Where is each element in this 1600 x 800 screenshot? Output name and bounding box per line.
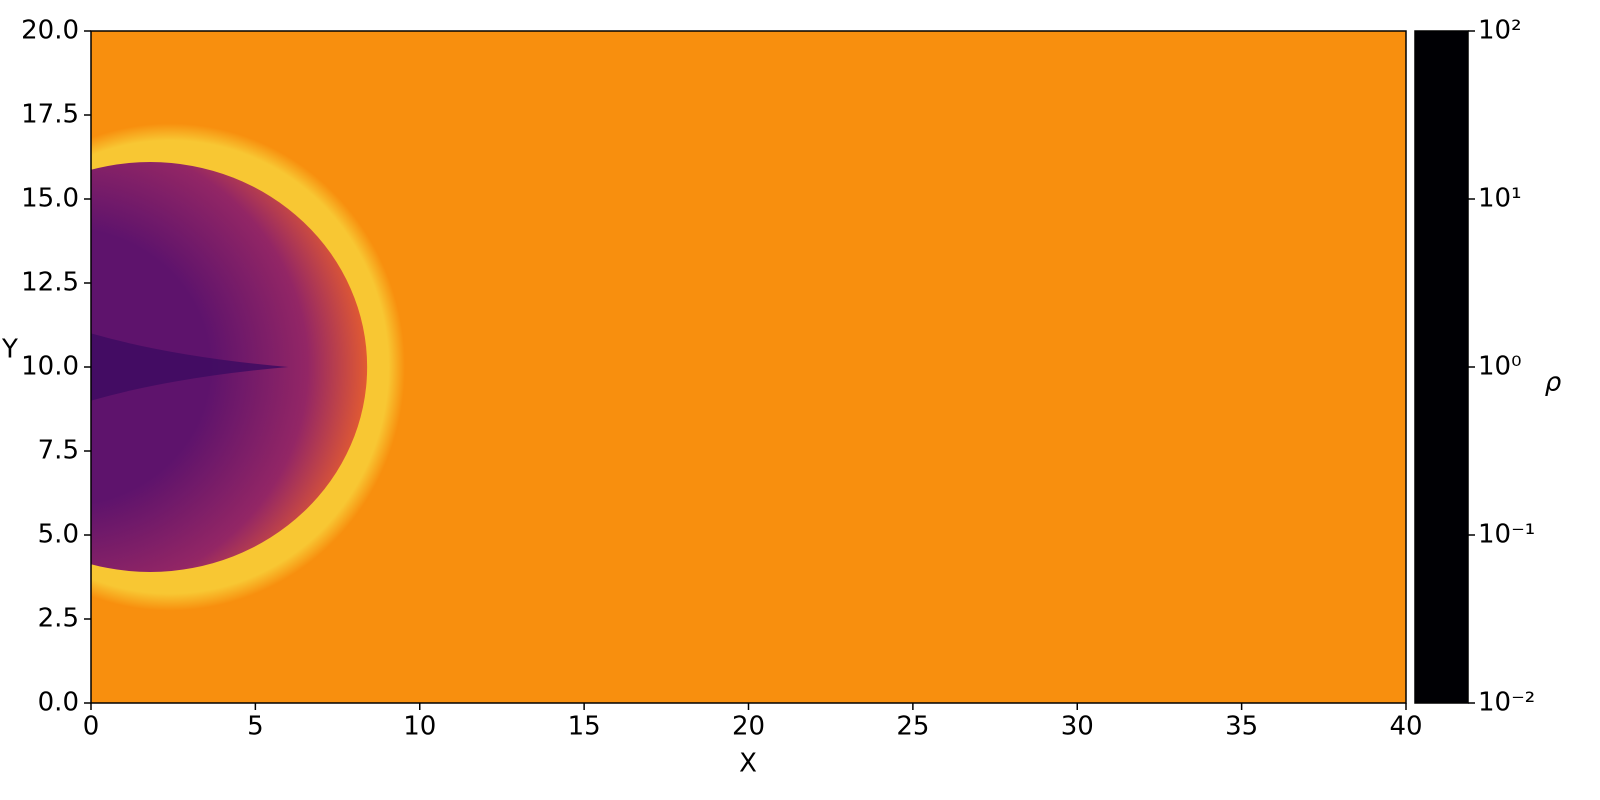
y-tick-label: 12.5 <box>21 268 79 298</box>
y-tick-label: 15.0 <box>21 184 79 214</box>
y-axis-label: Y <box>1 335 18 365</box>
y-tick-label: 17.5 <box>21 100 79 130</box>
x-axis-label: X <box>739 749 757 779</box>
density-field <box>91 31 1406 703</box>
jet-region <box>91 333 289 401</box>
x-tick-label: 10 <box>403 712 436 742</box>
colorbar-tick-label: 10² <box>1478 16 1522 46</box>
colorbar-tick-label: 10⁻² <box>1478 688 1535 718</box>
x-tick-label: 0 <box>83 712 100 742</box>
colorbar-label: ρ <box>1545 368 1562 398</box>
y-tick-label: 2.5 <box>38 604 79 634</box>
y-tick-label: 7.5 <box>38 436 79 466</box>
x-tick-label: 15 <box>568 712 601 742</box>
x-tick-label: 35 <box>1225 712 1258 742</box>
y-tick-label: 0.0 <box>38 688 79 718</box>
y-tick-label: 20.0 <box>21 16 79 46</box>
colorbar <box>1414 30 1469 704</box>
x-tick-label: 5 <box>247 712 264 742</box>
colorbar-tick-label: 10⁻¹ <box>1478 520 1535 550</box>
x-tick-label: 20 <box>732 712 765 742</box>
y-tick-label: 10.0 <box>21 352 79 382</box>
colorbar-tick-label: 10⁰ <box>1478 352 1522 382</box>
y-tick-label: 5.0 <box>38 520 79 550</box>
x-tick-label: 40 <box>1389 712 1422 742</box>
x-tick-label: 30 <box>1061 712 1094 742</box>
x-tick-label: 25 <box>896 712 929 742</box>
colorbar-tick-label: 10¹ <box>1478 184 1522 214</box>
